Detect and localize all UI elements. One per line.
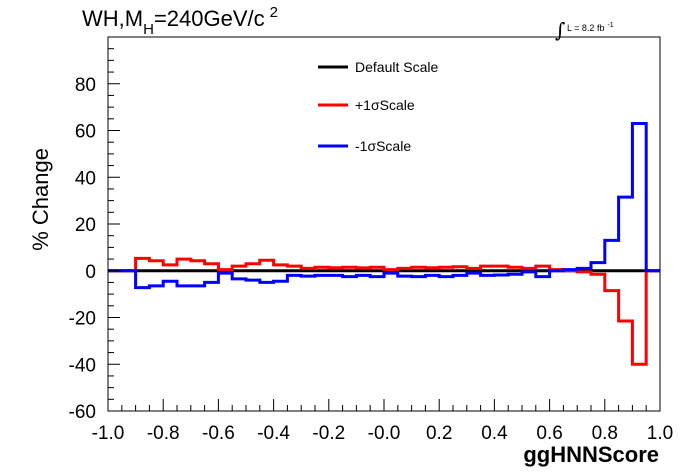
x-tick-label: 0.4	[481, 423, 508, 444]
x-tick-label: -1.0	[92, 423, 125, 444]
x-tick-label: -0.0	[368, 423, 401, 444]
x-tick-label: -0.4	[257, 423, 290, 444]
y-tick-labels: -60 -40 -20 0 20 40 60 80	[69, 75, 96, 423]
legend-label-default-scale: Default Scale	[355, 59, 438, 75]
y-tick-label: -20	[69, 309, 96, 330]
lumi-text: L = 8.2 fb	[567, 23, 604, 33]
x-tick-labels: -1.0 -0.8 -0.6 -0.4 -0.2 -0.0 0.2 0.4 0.6 0.8 1.0	[92, 423, 674, 444]
x-axis-title: ggHNNScore	[523, 442, 659, 467]
y-tick-label: 20	[75, 215, 96, 236]
x-tick-label: 1.0	[647, 423, 673, 444]
x-tick-label: 0.8	[592, 423, 618, 444]
y-tick-label: 60	[75, 122, 96, 143]
title-superscript: 2	[270, 4, 278, 21]
y-tick-label: -60	[69, 402, 96, 423]
ticks-layer	[107, 36, 661, 412]
y-tick-label: 80	[75, 75, 96, 96]
x-tick-label: -0.2	[312, 423, 345, 444]
y-tick-label: 0	[85, 262, 96, 283]
legend-label-1-scale: -1σScale	[355, 138, 411, 154]
legend: Default Scale +1σScale -1σScale	[318, 59, 438, 154]
x-tick-label: 0.2	[426, 423, 452, 444]
title-suffix: =240GeV/c	[154, 6, 265, 31]
lumi-label: L = 8.2 fb -1	[567, 22, 614, 33]
title-prefix: WH,M	[82, 6, 143, 31]
y-axis-title: % Change	[28, 148, 53, 251]
legend-label-1-scale: +1σScale	[355, 97, 415, 113]
x-tick-label: 0.6	[536, 423, 562, 444]
x-tick-label: -0.6	[202, 423, 235, 444]
lumi-superscript: -1	[607, 22, 613, 29]
x-tick-label: -0.8	[147, 423, 180, 444]
lumi-integral: ∫	[555, 18, 565, 42]
title-subscript: H	[143, 21, 154, 38]
y-tick-label: 40	[75, 168, 96, 189]
chart-title: WH,MH=240GeV/c 2	[82, 4, 278, 38]
series-layer	[108, 122, 660, 366]
series-line-1-scale	[108, 122, 660, 290]
y-tick-label: -40	[69, 355, 96, 376]
